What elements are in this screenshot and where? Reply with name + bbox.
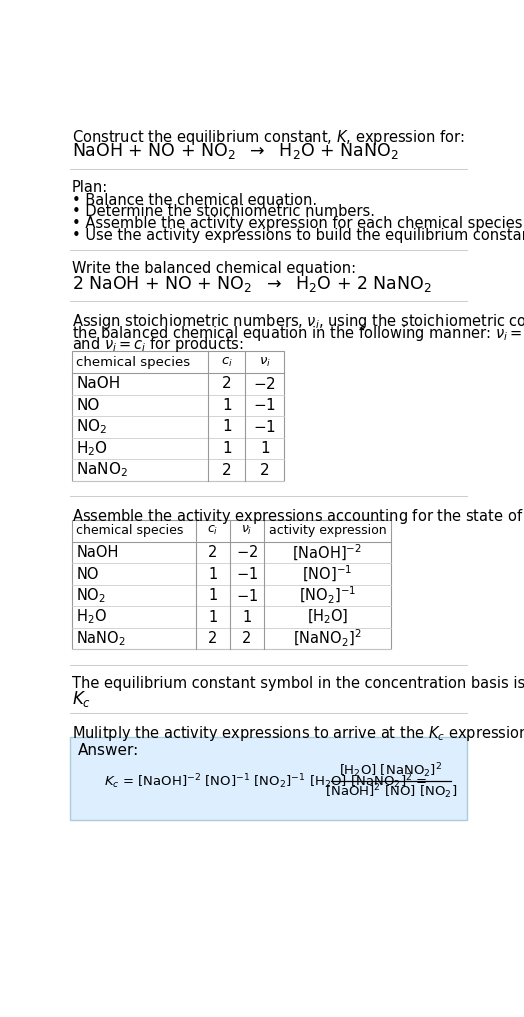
Text: 2: 2 <box>208 545 217 560</box>
FancyBboxPatch shape <box>72 352 284 481</box>
Text: 1: 1 <box>260 441 269 456</box>
Text: activity expression: activity expression <box>269 525 386 537</box>
Text: $\nu_i$: $\nu_i$ <box>241 525 253 537</box>
Text: 1: 1 <box>208 588 217 603</box>
Text: [NaOH]$^{-2}$: [NaOH]$^{-2}$ <box>292 542 363 562</box>
Text: Plan:: Plan: <box>72 180 108 195</box>
Text: NaNO$_2$: NaNO$_2$ <box>77 461 128 479</box>
Text: 1: 1 <box>242 609 252 624</box>
Text: $K_c$: $K_c$ <box>72 689 91 709</box>
FancyBboxPatch shape <box>72 520 391 650</box>
Text: NO$_2$: NO$_2$ <box>77 418 107 436</box>
Text: The equilibrium constant symbol in the concentration basis is:: The equilibrium constant symbol in the c… <box>72 675 524 691</box>
Text: chemical species: chemical species <box>77 356 191 369</box>
Text: [NaNO$_2$]$^2$: [NaNO$_2$]$^2$ <box>293 629 362 649</box>
Text: [H$_2$O]: [H$_2$O] <box>307 608 348 626</box>
Text: the balanced chemical equation in the following manner: $\nu_i = -c_i$ for react: the balanced chemical equation in the fo… <box>72 323 524 343</box>
Text: • Determine the stoichiometric numbers.: • Determine the stoichiometric numbers. <box>72 204 375 220</box>
Text: NaOH: NaOH <box>77 545 119 560</box>
Text: 1: 1 <box>222 419 232 434</box>
Text: 2: 2 <box>242 632 252 646</box>
Text: 2: 2 <box>222 463 232 478</box>
Text: $c_i$: $c_i$ <box>221 356 233 369</box>
Text: Construct the equilibrium constant, $K$, expression for:: Construct the equilibrium constant, $K$,… <box>72 128 464 147</box>
Text: NO: NO <box>77 398 100 413</box>
Text: 2: 2 <box>208 632 217 646</box>
Text: NaOH: NaOH <box>77 376 121 392</box>
Text: $-$1: $-$1 <box>253 419 276 435</box>
Text: NaOH + NO + NO$_2$  $\rightarrow$  H$_2$O + NaNO$_2$: NaOH + NO + NO$_2$ $\rightarrow$ H$_2$O … <box>72 141 398 162</box>
Text: [H$_2$O] [NaNO$_2$]$^2$: [H$_2$O] [NaNO$_2$]$^2$ <box>340 761 443 780</box>
Text: $K_c$ = [NaOH]$^{-2}$ [NO]$^{-1}$ [NO$_2$]$^{-1}$ [H$_2$O] [NaNO$_2$]$^2$ =: $K_c$ = [NaOH]$^{-2}$ [NO]$^{-1}$ [NO$_2… <box>104 772 428 790</box>
Text: $-$1: $-$1 <box>253 398 276 413</box>
Text: • Assemble the activity expression for each chemical species.: • Assemble the activity expression for e… <box>72 216 524 231</box>
Text: Assemble the activity expressions accounting for the state of matter and $\nu_i$: Assemble the activity expressions accoun… <box>72 507 524 526</box>
Text: Mulitply the activity expressions to arrive at the $K_c$ expression:: Mulitply the activity expressions to arr… <box>72 724 524 743</box>
Text: and $\nu_i = c_i$ for products:: and $\nu_i = c_i$ for products: <box>72 336 244 354</box>
Text: $-$2: $-$2 <box>253 376 276 392</box>
Text: 1: 1 <box>208 566 217 582</box>
Text: 2: 2 <box>260 463 269 478</box>
Text: 1: 1 <box>222 441 232 456</box>
Text: $-$2: $-$2 <box>236 544 258 560</box>
Text: • Balance the chemical equation.: • Balance the chemical equation. <box>72 193 317 207</box>
Text: $-$1: $-$1 <box>236 588 258 604</box>
Text: NO: NO <box>77 566 99 582</box>
Text: 2: 2 <box>222 376 232 392</box>
Text: $\nu_i$: $\nu_i$ <box>259 356 270 369</box>
Text: H$_2$O: H$_2$O <box>77 608 107 626</box>
Text: [NO$_2$]$^{-1}$: [NO$_2$]$^{-1}$ <box>299 585 356 606</box>
Text: [NO]$^{-1}$: [NO]$^{-1}$ <box>302 564 353 584</box>
Text: chemical species: chemical species <box>77 525 184 537</box>
Text: $-$1: $-$1 <box>236 566 258 582</box>
Text: Assign stoichiometric numbers, $\nu_i$, using the stoichiometric coefficients, $: Assign stoichiometric numbers, $\nu_i$, … <box>72 312 524 332</box>
Text: Write the balanced chemical equation:: Write the balanced chemical equation: <box>72 260 356 276</box>
Text: • Use the activity expressions to build the equilibrium constant expression.: • Use the activity expressions to build … <box>72 228 524 242</box>
Text: $c_i$: $c_i$ <box>207 525 219 537</box>
Text: [NaOH]$^2$ [NO] [NO$_2$]: [NaOH]$^2$ [NO] [NO$_2$] <box>325 783 457 801</box>
Text: Answer:: Answer: <box>78 742 139 758</box>
Text: 1: 1 <box>222 398 232 413</box>
Text: NaNO$_2$: NaNO$_2$ <box>77 630 126 648</box>
FancyBboxPatch shape <box>70 736 467 820</box>
Text: 1: 1 <box>208 609 217 624</box>
Text: H$_2$O: H$_2$O <box>77 439 108 458</box>
Text: NO$_2$: NO$_2$ <box>77 586 106 605</box>
Text: 2 NaOH + NO + NO$_2$  $\rightarrow$  H$_2$O + 2 NaNO$_2$: 2 NaOH + NO + NO$_2$ $\rightarrow$ H$_2$… <box>72 274 431 294</box>
